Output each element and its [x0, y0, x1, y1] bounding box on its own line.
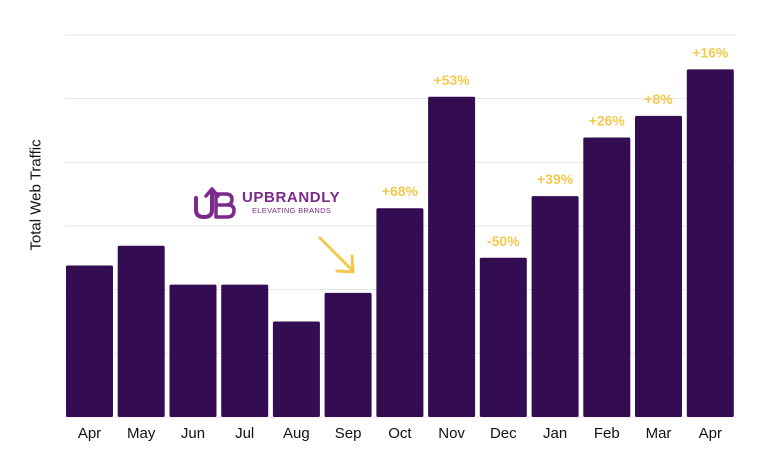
x-tick-label: Jul	[235, 425, 254, 442]
data-label: +16%	[692, 44, 729, 60]
x-tick-label: May	[127, 425, 156, 442]
bar-oct-6	[376, 208, 424, 417]
bar-apr-12	[686, 69, 734, 418]
bar-nov-7	[428, 96, 476, 418]
x-tick-label: Dec	[490, 425, 517, 442]
data-label: -50%	[487, 233, 520, 249]
x-tick-label: Mar	[646, 425, 672, 442]
brand-name: UPBRANDLY	[242, 189, 341, 206]
x-tick-label: Jan	[543, 425, 567, 442]
bar-jan-9	[531, 196, 579, 417]
bar-mar-11	[635, 115, 682, 418]
bar-aug-4	[272, 321, 320, 417]
bar-dec-8	[479, 257, 527, 417]
bar-sep-5	[324, 292, 372, 417]
x-tick-label: Sep	[335, 425, 362, 442]
x-tick-label: Feb	[594, 425, 620, 442]
arrow-icon	[318, 236, 355, 274]
data-label: +39%	[537, 171, 574, 187]
data-label: +53%	[433, 72, 470, 88]
y-axis-label: Total Web Traffic	[27, 139, 45, 251]
bar-apr-0	[66, 265, 113, 417]
x-tick-label: Nov	[438, 425, 465, 442]
x-tick-label: Apr	[78, 425, 101, 442]
x-tick-label: Aug	[283, 425, 310, 442]
bar-may-1	[117, 245, 165, 417]
bar-series	[66, 69, 734, 418]
x-tick-label: Jun	[181, 425, 205, 442]
data-label: +68%	[382, 183, 419, 199]
bar-jun-2	[169, 284, 217, 417]
x-axis-tick-labels: Apr May Jun Jul Aug Sep Oct Nov Dec Jan Feb Mar Apr	[78, 425, 722, 442]
data-label: +8%	[644, 91, 673, 107]
bar-jul-3	[221, 284, 269, 417]
bar-annotations: +68% +53% -50% +39% +26% +8% +16%	[382, 44, 729, 248]
brand-tagline: ELEVATING BRANDS	[252, 206, 332, 215]
x-tick-label: Oct	[388, 425, 412, 442]
upbrandly-logo-icon	[194, 187, 236, 220]
x-tick-label: Apr	[699, 425, 722, 442]
bar-feb-10	[583, 137, 631, 417]
brand-logo: UPBRANDLY ELEVATING BRANDS	[192, 186, 340, 220]
data-label: +26%	[589, 113, 626, 129]
